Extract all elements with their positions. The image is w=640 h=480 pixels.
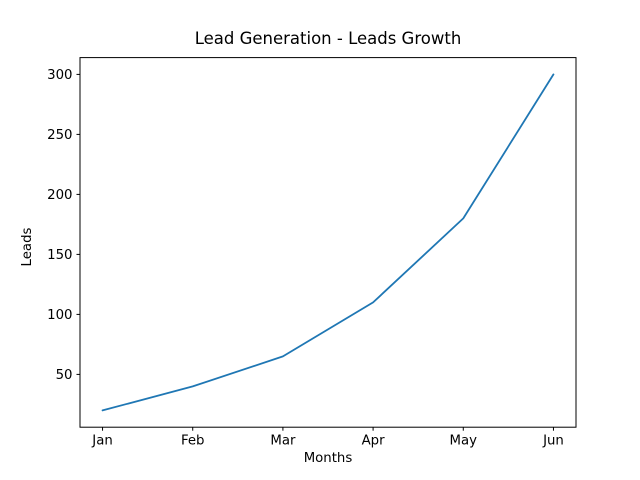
y-tick-label: 250 (47, 128, 72, 143)
chart-title: Lead Generation - Leads Growth (194, 29, 462, 48)
x-axis-label: Months (304, 451, 353, 466)
x-tick-label: Mar (270, 434, 296, 449)
y-tick-label: 300 (47, 68, 72, 83)
y-tick-label: 100 (47, 308, 72, 323)
x-tick-label: Jun (542, 434, 564, 449)
y-tick-label: 200 (47, 188, 72, 203)
x-tick-label: Jan (91, 434, 113, 449)
x-tick-label: May (450, 434, 478, 449)
x-tick-label: Feb (181, 434, 205, 449)
leads-series-line (101, 73, 555, 412)
y-tick-label: 150 (47, 248, 72, 263)
y-tick-label: 50 (56, 368, 73, 383)
axes-spines (79, 57, 577, 428)
y-axis-label: Leads (20, 227, 35, 266)
x-tick-label: Apr (362, 434, 386, 449)
